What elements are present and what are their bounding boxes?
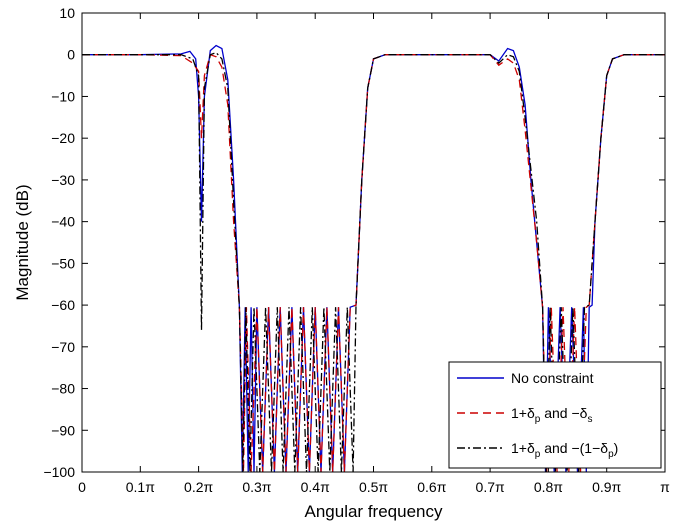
x-tick-label: 0.7π — [476, 479, 505, 495]
x-tick-label: π — [660, 479, 670, 495]
series-lines — [82, 44, 665, 472]
legend-box — [448, 361, 662, 469]
y-tick-label: −10 — [51, 88, 75, 104]
y-axis-label: Magnitude (dB) — [13, 184, 32, 300]
x-tick-label: 0.3π — [242, 479, 271, 495]
y-tick-label: −70 — [51, 339, 75, 355]
y-tick-label: −90 — [51, 422, 75, 438]
y-tick-label: −80 — [51, 381, 75, 397]
x-tick-label: 0.4π — [301, 479, 330, 495]
y-tick-label: −30 — [51, 172, 75, 188]
x-tick-label: 0.2π — [184, 479, 213, 495]
x-tick-label: 0.8π — [534, 479, 563, 495]
y-tick-label: −40 — [51, 214, 75, 230]
y-tick-label: −50 — [51, 255, 75, 271]
axis-ticks: 0 0.1π 0.2π 0.3π 0.4π 0.5π 0.6π 0.7π 0.8π 0.9π π 10… — [43, 5, 670, 495]
x-tick-label: 0.5π — [359, 479, 388, 495]
y-tick-label: 0 — [67, 47, 75, 63]
y-tick-label: −100 — [43, 464, 75, 480]
x-tick-label: 0.1π — [126, 479, 155, 495]
x-tick-label: 0 — [78, 479, 86, 495]
y-tick-label: 10 — [59, 5, 75, 21]
y-tick-label: −20 — [51, 130, 75, 146]
legend-label-2: 1+δp and −δs — [511, 405, 592, 425]
y-tick-label: −60 — [51, 297, 75, 313]
legend-label-1: No constraint — [511, 370, 594, 386]
x-tick-label: 0.9π — [592, 479, 621, 495]
series-line-3 — [82, 51, 665, 472]
x-axis-label: Angular frequency — [305, 502, 443, 521]
x-tick-label: 0.6π — [417, 479, 446, 495]
series-line-2 — [82, 53, 665, 472]
